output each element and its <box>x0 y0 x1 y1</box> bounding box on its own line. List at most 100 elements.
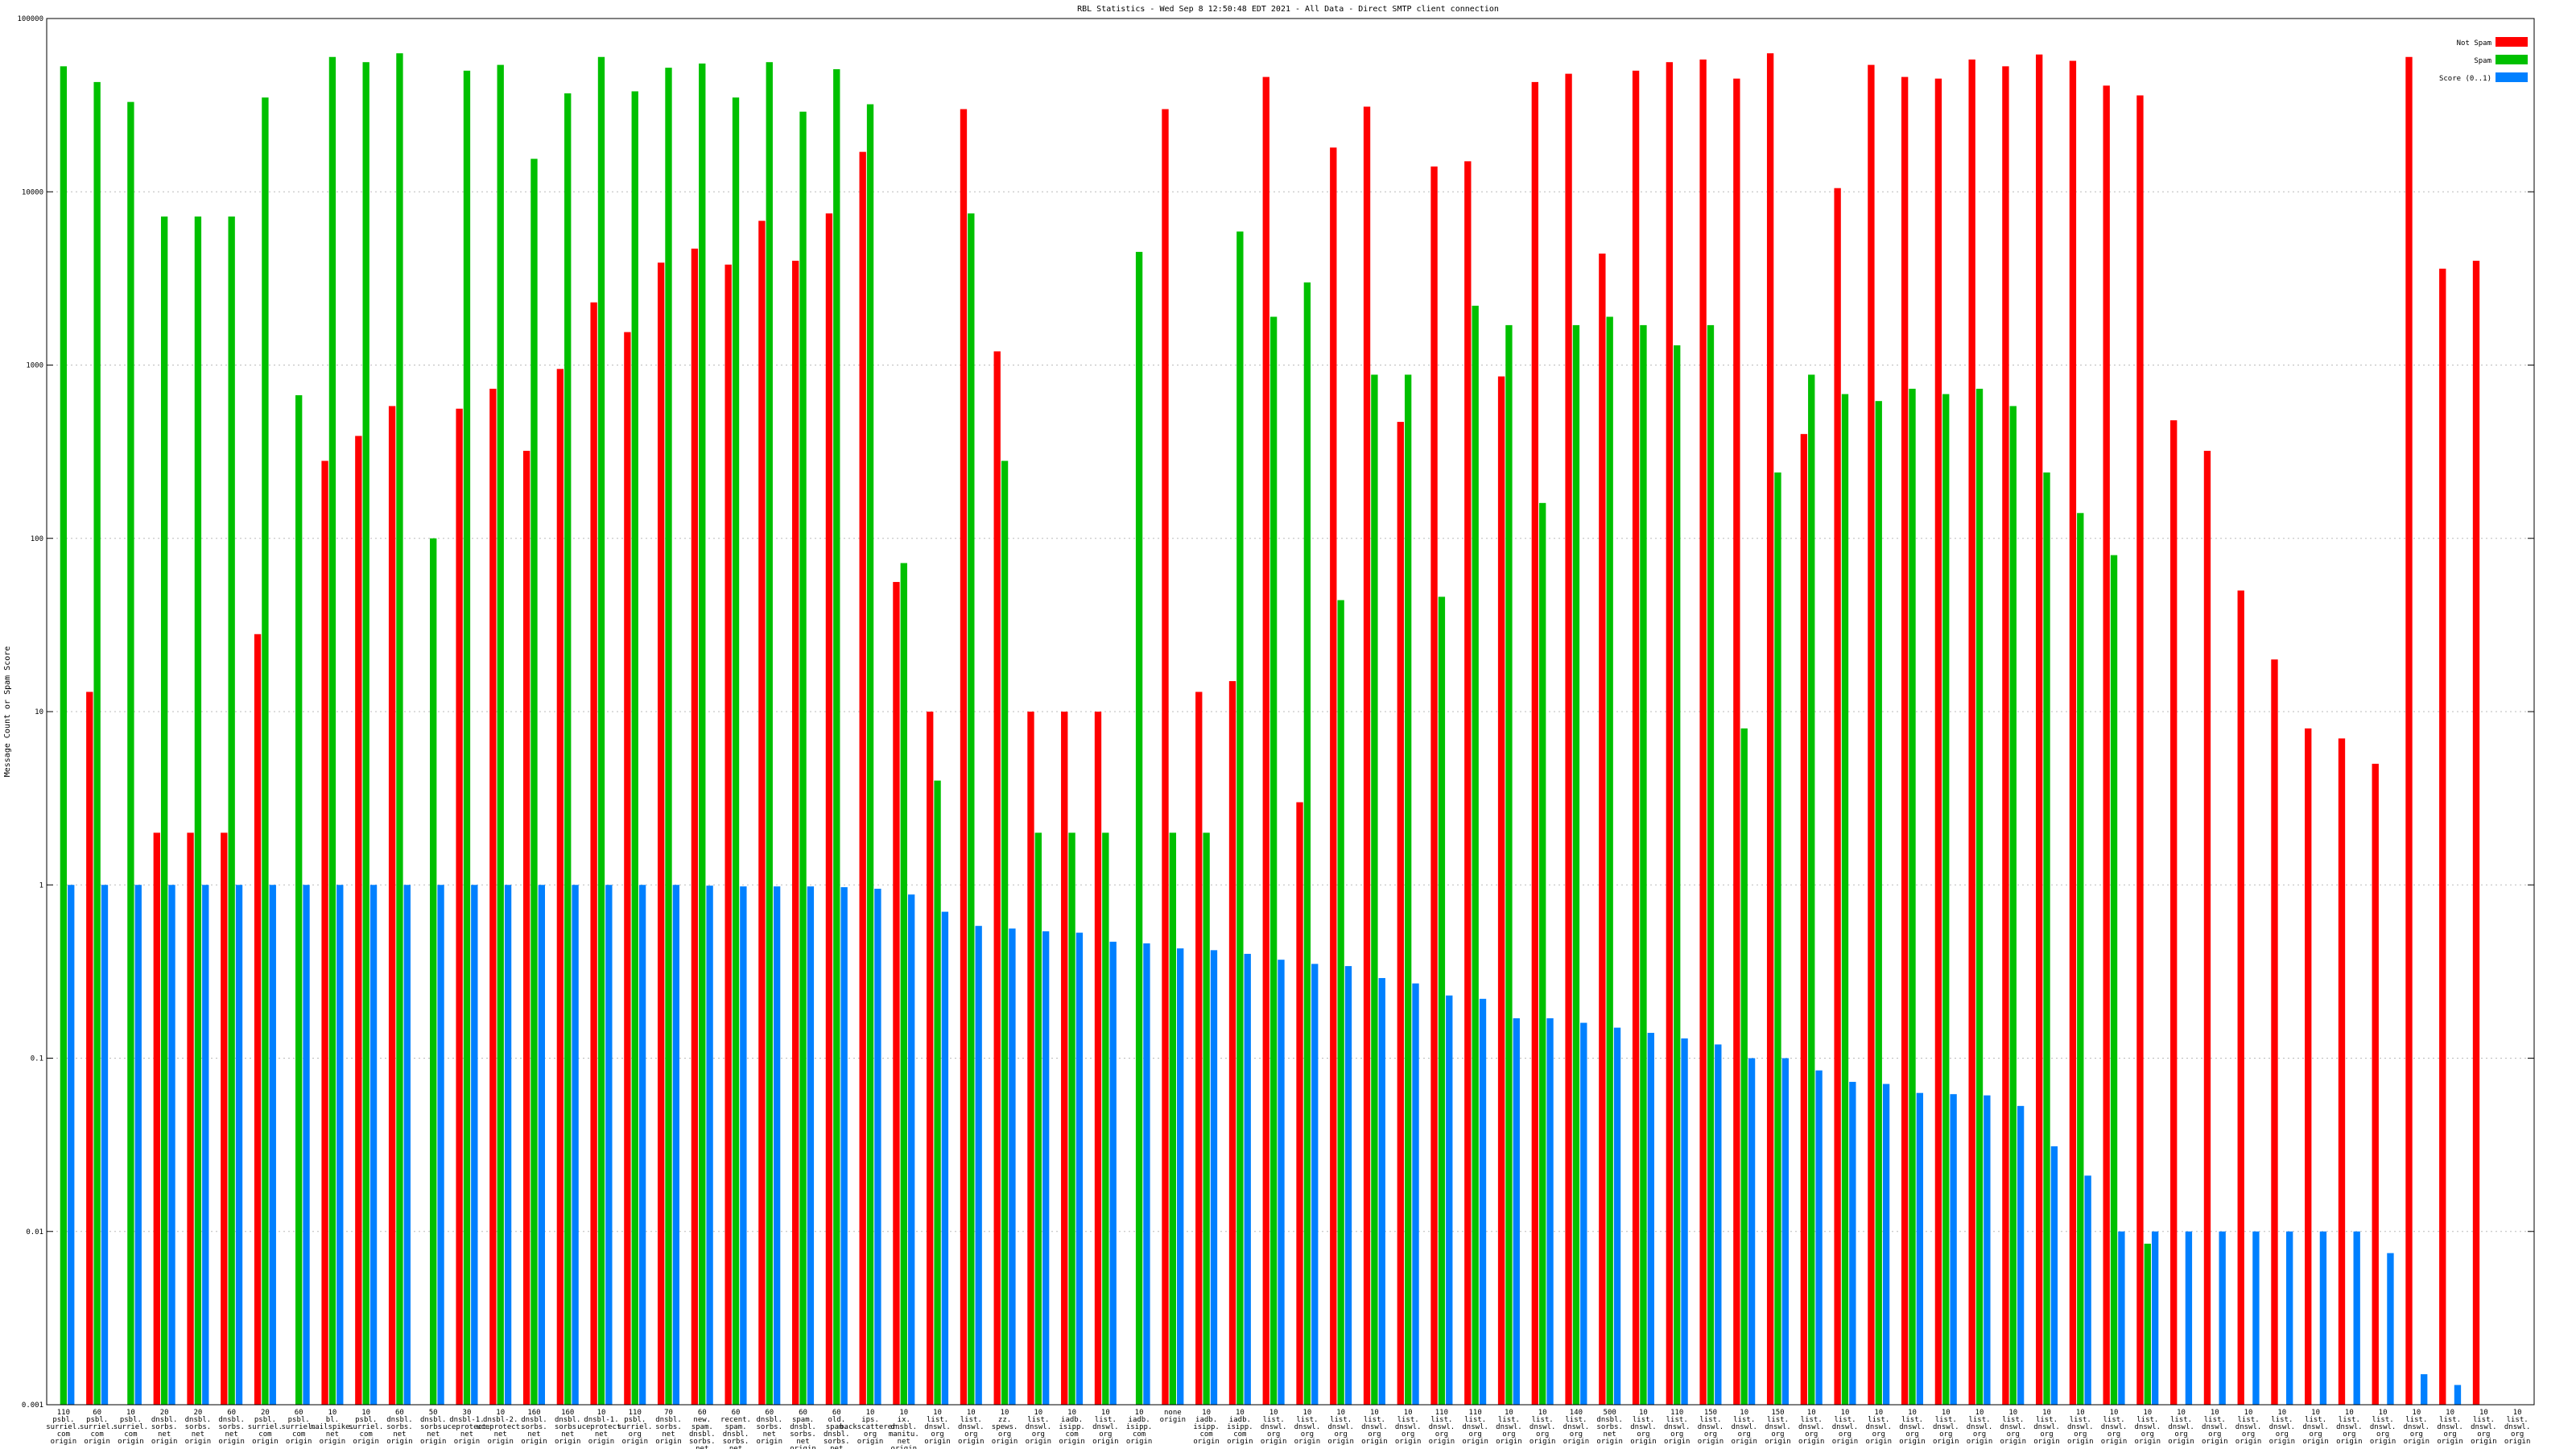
x-category-label-line: 10 <box>1302 1409 1311 1417</box>
bar-not-spam <box>1733 78 1740 1406</box>
x-category-label-line: org <box>1301 1430 1314 1439</box>
x-category-label: 10 list. dnswl. org origin <box>2302 1409 2329 1446</box>
bar-not-spam <box>724 264 732 1406</box>
bar-spam <box>2009 406 2017 1405</box>
x-category-label-line: com <box>258 1430 271 1439</box>
bar-score <box>1378 977 1385 1405</box>
x-category-label: 50 dnsbl. sorbs. net origin <box>420 1409 447 1446</box>
x-category-label-line: list. <box>1968 1416 1990 1424</box>
x-category-label: 10 list. dnswl. org origin <box>2336 1409 2363 1446</box>
bar-not-spam <box>2002 66 2009 1406</box>
x-category-label: 10 bl. mailspike. net origin <box>311 1409 354 1446</box>
bar-spam <box>1808 374 1815 1406</box>
x-category-label-line: 10 <box>1269 1409 1278 1417</box>
bar-score <box>1882 1084 1890 1405</box>
x-category-label-line: origin <box>286 1438 312 1446</box>
x-category-label-line: dnswl. <box>1361 1423 1388 1431</box>
x-category-label-line: dnswl. <box>1698 1423 1724 1431</box>
x-category-label-line: sorbs. <box>790 1430 816 1439</box>
x-category-label: 10 ix. dnsbl. manitu. net origin <box>889 1409 919 1449</box>
x-category-label-line: org <box>1099 1430 1112 1439</box>
x-category-label-line: isipp. <box>1126 1423 1153 1431</box>
x-category-label: 20 dnsbl. sorbs. net origin <box>185 1409 212 1446</box>
bar-spam <box>93 81 101 1406</box>
x-category-label-line: org <box>1738 1430 1751 1439</box>
x-category-label-line: dnswl. <box>1664 1423 1690 1431</box>
x-category-label-line: dnswl. <box>1832 1423 1859 1431</box>
bar-not-spam <box>624 332 631 1405</box>
bar-not-spam <box>1868 64 1875 1405</box>
x-category-label-line: iadb. <box>1229 1416 1251 1424</box>
x-category-label-line: dnsbl. <box>689 1430 716 1439</box>
x-category-label-line: 10 <box>899 1409 908 1417</box>
bar-score <box>303 885 310 1405</box>
x-category-label-line: list. <box>927 1416 948 1424</box>
x-category-label-line: net <box>696 1445 708 1449</box>
x-category-label: 60 spam. dnsbl. sorbs. net origin <box>790 1409 816 1449</box>
legend-spam-label: Spam <box>2474 57 2491 65</box>
x-category-label-line: origin <box>790 1445 816 1449</box>
x-category-label-line: dnsbl. <box>757 1416 783 1424</box>
bar-not-spam <box>1195 691 1203 1405</box>
x-category-label-line: origin <box>1193 1438 1220 1446</box>
x-category-label: 10 list. dnswl. org origin <box>2202 1409 2228 1446</box>
x-category-label-line: org <box>1502 1430 1515 1439</box>
x-category-label-line: org <box>2511 1430 2524 1439</box>
x-category-label-line: net <box>898 1438 910 1446</box>
x-category-label-line: org <box>1839 1430 1852 1439</box>
bar-not-spam <box>2372 763 2379 1405</box>
x-category-label: 10 psbl. surriel. com origin <box>349 1409 383 1446</box>
x-category-label-line: dnswl. <box>958 1423 985 1431</box>
x-category-label-line: origin <box>521 1438 547 1446</box>
bar-not-spam <box>1397 422 1404 1405</box>
bar-not-spam <box>355 436 362 1405</box>
x-category-label-line: net <box>393 1430 406 1439</box>
x-category-label-line: dnswl. <box>1798 1423 1825 1431</box>
bar-not-spam <box>1632 70 1640 1405</box>
x-category-label-line: 70 <box>664 1409 673 1417</box>
bar-score <box>269 885 276 1405</box>
x-category-label-line: list. <box>2036 1416 2058 1424</box>
x-category-label-line: 10 <box>1034 1409 1042 1417</box>
x-category-label-line: list. <box>1263 1416 1285 1424</box>
x-category-label: 10 iadb. isipp. com origin <box>1059 1409 1085 1446</box>
x-category-label: 10 list. dnswl. org origin <box>958 1409 985 1446</box>
bar-score <box>2387 1253 2394 1405</box>
x-category-label: 10 dnsbl-1. uceprotect. net origin <box>577 1409 625 1446</box>
x-category-label-line: old. <box>828 1416 845 1424</box>
bar-score <box>2084 1175 2091 1405</box>
x-category-label: 10 list. dnswl. org origin <box>1026 1409 1052 1446</box>
x-category-label-line: 60 <box>732 1409 741 1417</box>
bar-spam <box>1303 282 1311 1405</box>
x-category-label: 10 list. dnswl. org origin <box>2370 1409 2396 1446</box>
bar-spam <box>530 159 538 1405</box>
x-category-label-line: org <box>998 1430 1011 1439</box>
bar-score <box>807 886 815 1405</box>
x-category-label-line: origin <box>1698 1438 1724 1446</box>
x-category-label-line: new. <box>693 1416 711 1424</box>
x-category-label-line: origin <box>1160 1416 1187 1424</box>
x-category-label: 60 psbl. surriel. com origin <box>80 1409 114 1446</box>
x-category-label-line: origin <box>1798 1438 1825 1446</box>
x-category-label-line: org <box>2242 1430 2255 1439</box>
x-category-label-line: net <box>192 1430 204 1439</box>
bar-score <box>1715 1044 1722 1405</box>
x-category-label-line: mailspike. <box>311 1423 354 1431</box>
bar-score <box>1513 1018 1520 1405</box>
x-category-label-line: dnsbl. <box>185 1416 212 1424</box>
bar-score <box>2421 1374 2428 1405</box>
x-category-label-line: 10 <box>967 1409 976 1417</box>
x-category-label-line: origin <box>1092 1438 1119 1446</box>
x-category-label-line: dnsbl. <box>420 1416 447 1424</box>
bar-spam <box>262 97 269 1405</box>
x-category-label-line: org <box>1435 1430 1448 1439</box>
bar-spam <box>1438 597 1446 1405</box>
x-category-label-line: org <box>1637 1430 1649 1439</box>
x-category-label-line: org <box>2410 1430 2423 1439</box>
bar-spam <box>665 68 672 1406</box>
bar-spam <box>766 62 773 1406</box>
bar-score <box>369 885 378 1405</box>
x-category-label-line: origin <box>2471 1438 2497 1446</box>
